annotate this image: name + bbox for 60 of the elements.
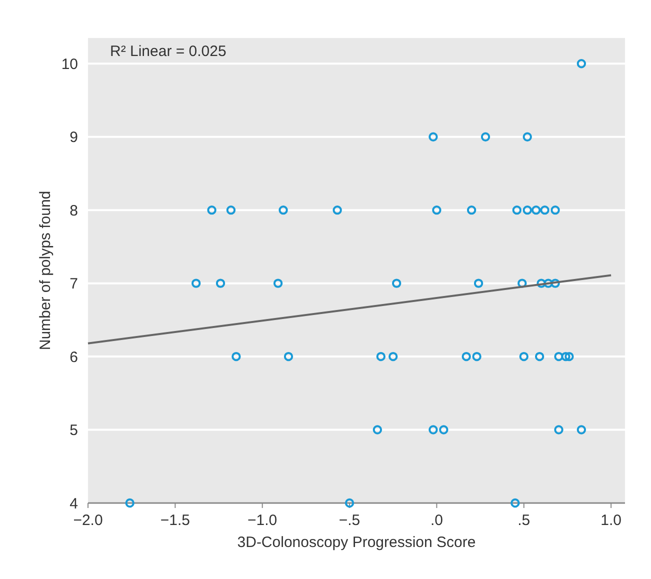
point [536,278,546,288]
point [466,205,476,215]
y-tick-label: 7 [70,276,78,293]
point [207,205,216,215]
point [522,132,532,142]
point [550,205,560,215]
annotation: R² Linear = 0.025 [110,43,226,60]
x-tick-label: −1.0 [248,512,278,529]
point [519,352,528,362]
point [388,352,398,362]
point [564,352,574,362]
x-axis-title: 3D-Colonoscopy Progression Score [237,534,476,551]
x-tick-label: .0 [430,512,443,529]
x-tick-label: 1.0 [600,512,622,529]
point [332,205,342,215]
y-tick-label: 8 [70,202,78,220]
point [392,278,402,288]
point [372,425,382,434]
point [576,59,586,68]
x-tick-label: −2.0 [73,512,103,529]
x-tick-label: −.5 [338,512,360,529]
point [125,498,134,508]
y-tick-label: 10 [61,56,78,73]
point [480,132,490,142]
y-tick-label: 9 [70,129,78,146]
point [531,205,541,215]
x-tick-label: −1.5 [160,512,190,529]
point [474,278,484,288]
point [216,278,226,288]
point [550,278,560,288]
point [432,205,442,215]
y-tick-label: 4 [70,495,78,512]
y-tick-label: 5 [70,422,78,440]
point [554,352,564,362]
point [232,352,241,362]
point [376,352,386,362]
point [554,425,564,434]
point [522,205,532,215]
point [226,205,236,215]
point [576,425,586,434]
point [344,498,354,508]
point [510,498,520,508]
point [284,352,294,362]
y-tick-label: 6 [70,348,78,366]
point [512,205,522,215]
point [540,205,550,215]
point [518,278,527,288]
point [428,425,438,434]
x-tick-label: .5 [518,512,530,529]
y-axis-title: Number of polyps found [37,190,54,350]
point [439,425,448,434]
point [191,278,201,288]
point [278,205,288,215]
point [561,352,570,362]
point [428,132,438,142]
point [273,278,283,288]
point [462,352,471,362]
point [472,352,482,362]
point [534,352,544,362]
point [544,278,553,288]
